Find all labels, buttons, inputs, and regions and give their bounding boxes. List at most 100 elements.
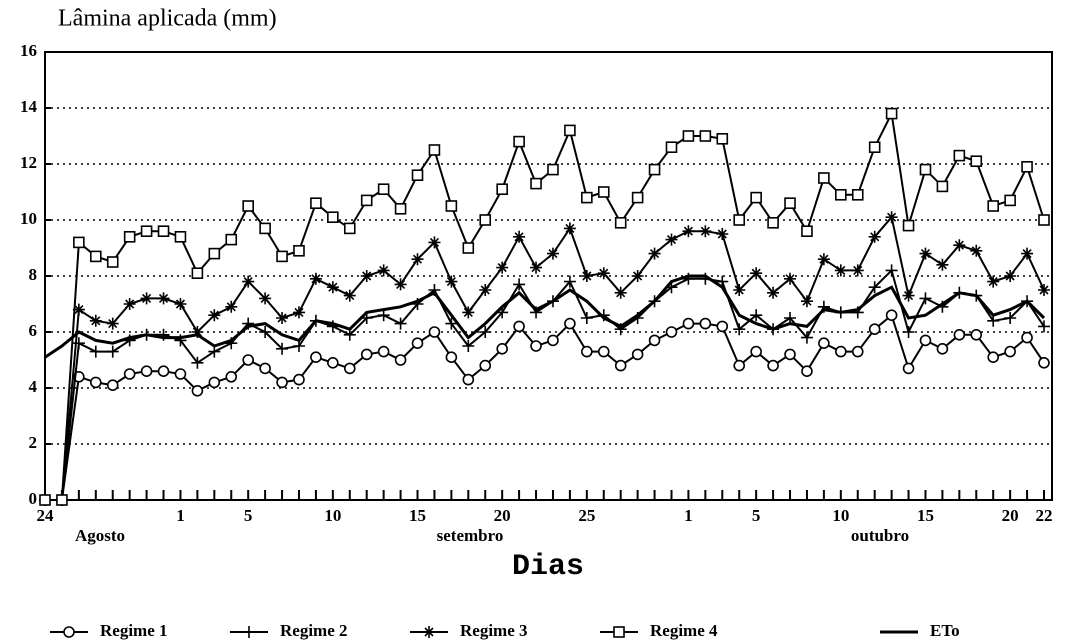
legend-label: Regime 2 <box>280 621 348 640</box>
point <box>936 180 949 193</box>
point <box>665 326 678 338</box>
point <box>919 292 932 305</box>
point <box>428 326 441 338</box>
point <box>56 494 68 506</box>
point <box>106 379 119 392</box>
point <box>394 278 407 291</box>
point <box>919 247 932 260</box>
point <box>208 345 221 358</box>
point <box>191 267 204 280</box>
y-tick-label: 0 <box>29 489 38 508</box>
point <box>208 247 221 260</box>
legend-marker <box>63 626 75 638</box>
point <box>835 345 847 358</box>
point <box>817 253 830 266</box>
x-tick-label: 20 <box>494 506 511 525</box>
point <box>648 334 661 347</box>
point <box>580 312 593 324</box>
point <box>580 270 593 282</box>
point <box>208 376 221 389</box>
point <box>428 144 441 156</box>
point <box>106 317 119 330</box>
x-tick-label: 5 <box>752 506 761 525</box>
point <box>953 328 966 341</box>
series-line <box>44 274 1046 359</box>
x-tick-label: 20 <box>1002 506 1019 525</box>
point <box>767 286 780 299</box>
point <box>39 494 51 506</box>
point <box>631 270 644 282</box>
x-tick-label: 10 <box>832 506 849 525</box>
point <box>479 359 492 372</box>
point <box>106 256 119 268</box>
point <box>327 356 339 369</box>
point <box>648 163 661 176</box>
legend-label: Regime 4 <box>650 621 718 640</box>
series-points <box>39 211 1050 506</box>
point <box>343 289 356 302</box>
point <box>631 348 644 361</box>
point <box>530 177 542 190</box>
point <box>716 133 729 145</box>
point <box>1004 345 1016 358</box>
x-tick-label: 1 <box>176 506 185 525</box>
y-tick-label: 4 <box>29 377 38 396</box>
point <box>72 303 85 316</box>
point <box>360 348 373 361</box>
legend-marker <box>423 626 435 638</box>
point <box>987 351 1000 364</box>
point <box>445 317 458 330</box>
point <box>733 359 746 372</box>
point <box>885 107 898 120</box>
point <box>987 200 1000 212</box>
legend-label: Regime 1 <box>100 621 168 640</box>
point <box>360 270 373 282</box>
x-tick-label: 25 <box>578 506 595 525</box>
point <box>885 309 898 322</box>
point <box>716 320 729 333</box>
point <box>970 244 983 257</box>
y-tick-label: 2 <box>29 433 38 452</box>
point <box>581 345 593 358</box>
point <box>750 267 763 280</box>
point <box>360 194 373 207</box>
point <box>411 337 424 350</box>
y-tick-label: 6 <box>29 321 38 340</box>
point <box>1038 214 1050 226</box>
point <box>733 284 746 296</box>
point <box>462 340 475 352</box>
point <box>835 189 847 201</box>
x-tick-label: 10 <box>324 506 341 525</box>
point <box>89 314 102 327</box>
point <box>292 340 305 352</box>
point <box>411 169 424 181</box>
legend-label: Regime 3 <box>460 621 528 640</box>
point <box>733 323 746 336</box>
month-label: outubro <box>851 526 909 545</box>
point <box>140 292 153 305</box>
x-tick-label: 1 <box>684 506 693 525</box>
point <box>242 354 254 366</box>
point <box>1021 161 1033 173</box>
point <box>563 222 576 235</box>
x-tick-label: 15 <box>409 506 426 525</box>
point <box>1038 284 1050 296</box>
point <box>851 264 864 277</box>
point <box>191 384 204 397</box>
point <box>309 272 322 285</box>
point <box>89 250 102 263</box>
point <box>259 222 271 235</box>
chart-title: Lâmina aplicada (mm) <box>58 6 277 32</box>
point <box>682 130 695 142</box>
point <box>750 345 762 358</box>
point <box>885 211 898 224</box>
point <box>767 217 779 229</box>
point <box>191 356 204 369</box>
point <box>225 233 238 246</box>
point <box>310 351 322 364</box>
point <box>157 225 170 237</box>
point <box>800 295 813 308</box>
point <box>902 219 915 232</box>
point <box>73 236 85 249</box>
